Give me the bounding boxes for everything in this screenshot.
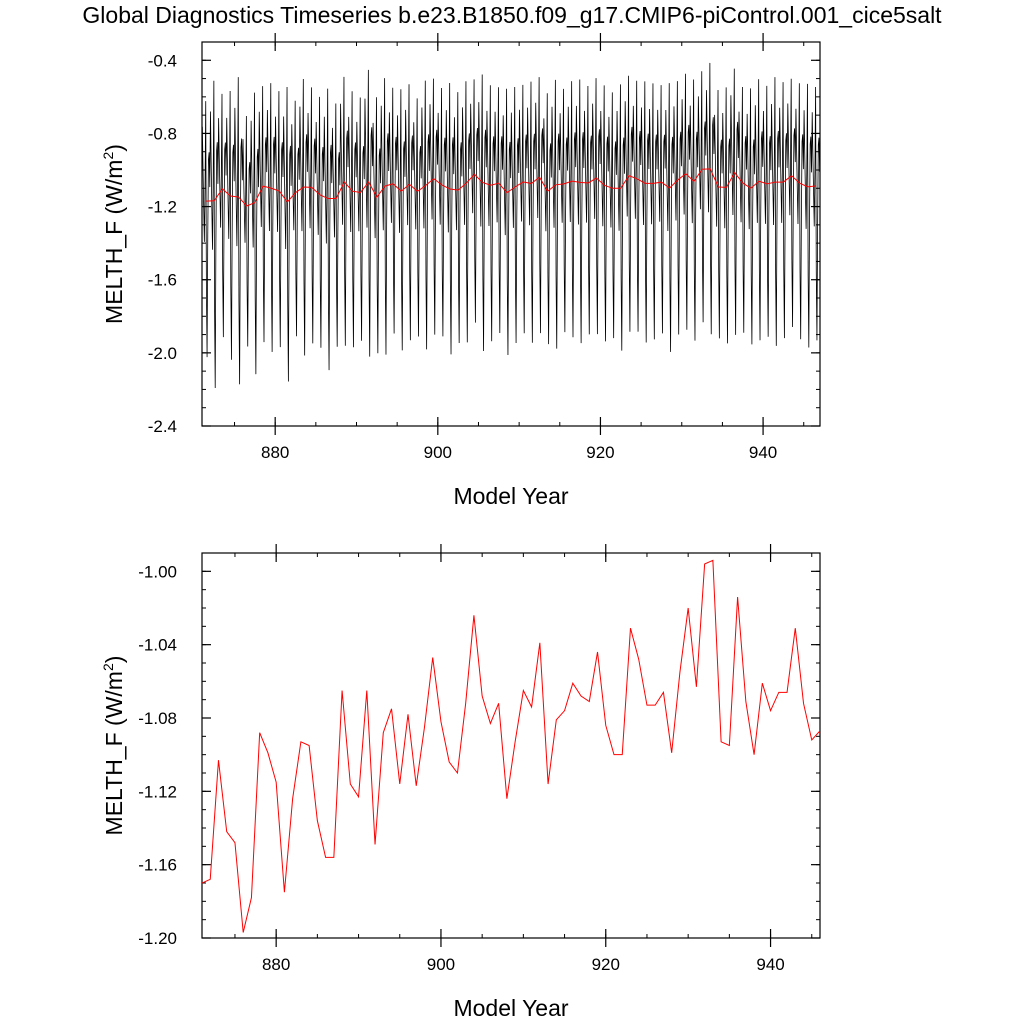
plot-frame [201,41,821,427]
x-tick-label: 920 [592,955,620,974]
y-tick-label: -1.20 [138,929,177,948]
y-tick-label: -1.04 [138,636,177,655]
x-tick-label: 940 [756,955,784,974]
y-tick-label: -1.08 [138,709,177,728]
x-tick-label: 880 [262,955,290,974]
y-tick-label: -0.8 [148,124,177,143]
x-axis-title: Model Year [453,483,568,509]
y-tick-label: -1.00 [138,562,177,581]
y-tick-label: -2.0 [148,344,177,363]
y-tick-label: -1.2 [148,198,177,217]
y-axis-title-tail: ) [101,656,127,664]
y-axis-title: MELTH_F (W/m2) [100,656,127,836]
top-timeseries-panel: 880 900 920 940 -0.4 -0.8 -1.2 -1.6 -2.0 -2.4 Mode… [100,33,821,509]
y-axis-title-main: MELTH_F (W/m [101,160,127,324]
y-axis-title: MELTH_F (W/m2) [100,144,127,324]
annual-mean-series-line [206,168,816,207]
x-tick-label: 880 [261,443,289,462]
annual-mean-series-line [202,559,820,933]
x-tick-label: 900 [424,443,452,462]
bottom-annual-panel: 880 900 920 940 -1.00 -1.04 -1.08 -1.12 -1.16 -1.… [100,544,821,1021]
y-tick-label: -1.16 [138,856,177,875]
y-tick-label: -1.6 [148,271,177,290]
y-tick-label: -2.4 [148,417,177,436]
plot-frame [201,552,821,939]
monthly-mean-series-line [202,62,820,388]
y-tick-label: -0.4 [148,51,177,70]
page-title: Global Diagnostics Timeseries b.e23.B185… [82,2,942,28]
y-axis-title-main: MELTH_F (W/m [101,671,127,835]
y-axis-title-tail: ) [101,144,127,152]
x-tick-label: 920 [586,443,614,462]
y-tick-label: -1.12 [138,782,177,801]
y-axis-title-superscript: 2 [100,663,116,671]
x-tick-label: 900 [427,955,455,974]
x-axis-title: Model Year [453,995,568,1021]
x-tick-label: 940 [749,443,777,462]
y-axis-title-superscript: 2 [100,152,116,160]
